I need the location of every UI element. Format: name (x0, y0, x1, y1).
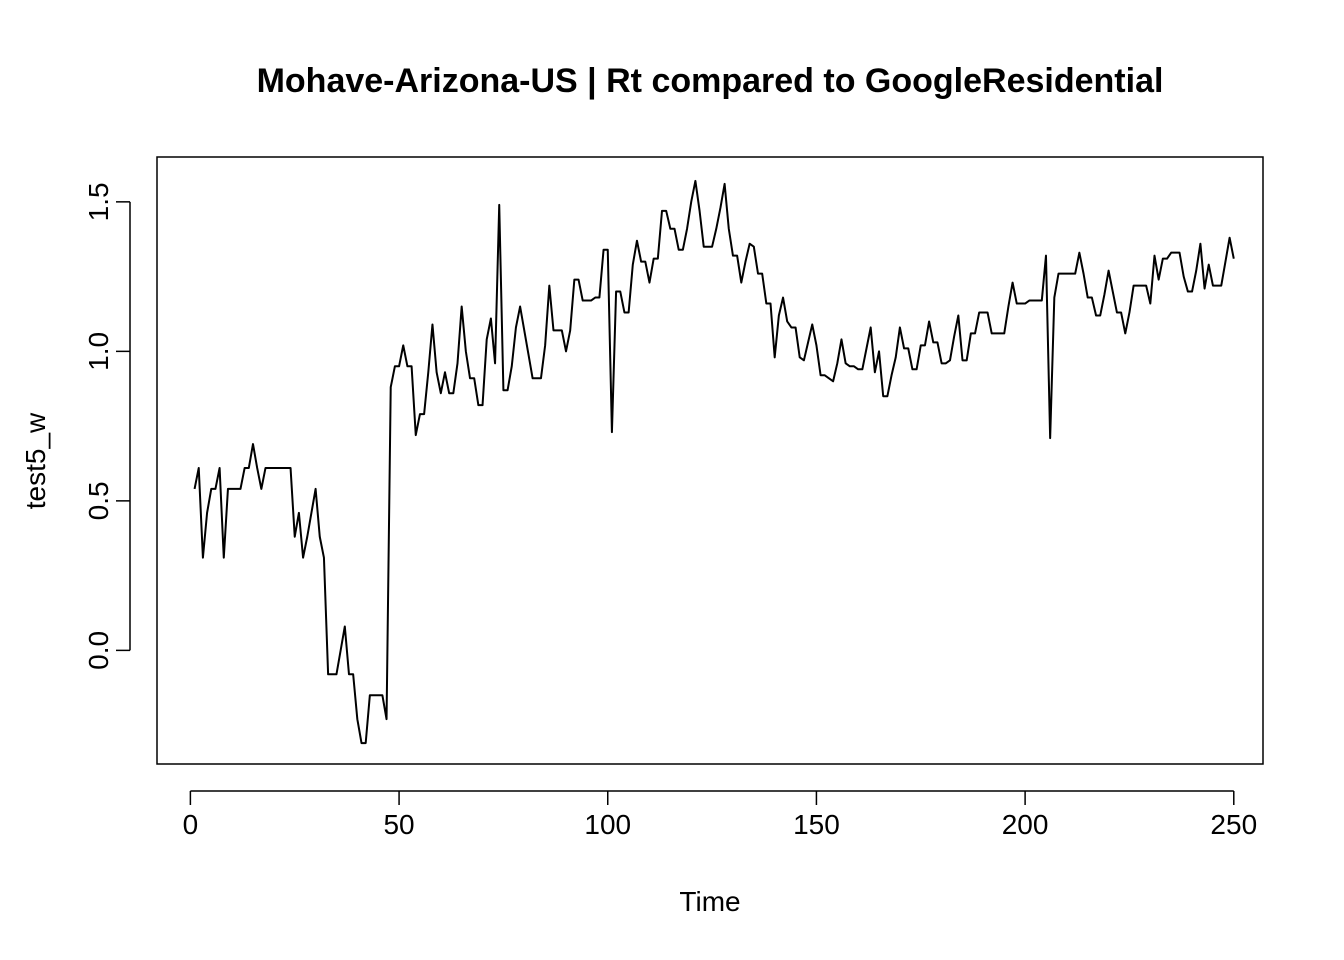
series-layer (193, 179, 1235, 745)
y-tick-label: 0.5 (83, 481, 114, 520)
x-tick-label: 150 (793, 809, 840, 840)
x-axis: 0 50 100 150 200 250 (183, 790, 1257, 840)
plot-frame (156, 156, 1264, 765)
x-tick-label: 200 (1002, 809, 1049, 840)
y-tick-label: 0.0 (83, 631, 114, 670)
chart-title: Mohave-Arizona-US | Rt compared to Googl… (257, 62, 1164, 100)
y-axis-label: test5_w (20, 412, 51, 509)
y-tick-label: 1.5 (83, 182, 114, 221)
x-tick-label: 250 (1210, 809, 1257, 840)
y-axis: 0.0 0.5 1.0 1.5 (83, 182, 131, 670)
x-tick-label: 50 (383, 809, 414, 840)
y-tick-label: 1.0 (83, 332, 114, 371)
x-tick-label: 0 (183, 809, 199, 840)
series-line (193, 179, 1235, 745)
x-tick-label: 100 (584, 809, 631, 840)
x-axis-label: Time (679, 886, 740, 917)
